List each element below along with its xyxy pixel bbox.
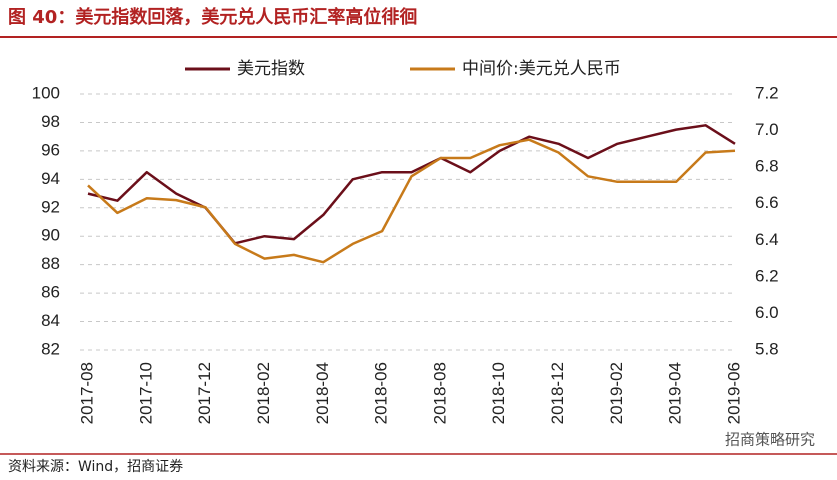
y2-tick-label: 5.8: [755, 339, 779, 358]
watermark: 招商策略研究: [725, 431, 815, 449]
x-tick-label: 2018-12: [548, 362, 567, 424]
y-tick-label: 100: [32, 83, 60, 102]
y2-tick-label: 6.8: [755, 157, 779, 176]
x-tick-label: 2019-02: [607, 362, 626, 424]
y-tick-label: 98: [41, 112, 60, 131]
chart-title: 图 40：美元指数回落，美元兑人民币汇率高位徘徊: [8, 6, 417, 28]
x-tick-label: 2018-08: [430, 362, 449, 424]
y2-tick-label: 6.2: [755, 266, 779, 285]
x-tick-label: 2018-10: [489, 362, 508, 424]
legend-label: 中间价:美元兑人民币: [462, 59, 621, 79]
y-tick-label: 96: [41, 140, 60, 159]
y-tick-label: 84: [41, 311, 60, 330]
y-tick-label: 88: [41, 254, 60, 273]
y2-tick-label: 6.0: [755, 303, 779, 322]
line-series: [87, 138, 736, 264]
y-tick-label: 90: [41, 226, 60, 245]
x-tick-label: 2017-08: [77, 362, 96, 424]
y2-tick-label: 6.4: [755, 230, 779, 249]
y-tick-label: 94: [41, 169, 60, 188]
y-tick-label: 92: [41, 197, 60, 216]
y-tick-label: 82: [41, 339, 60, 358]
x-tick-label: 2019-06: [724, 362, 743, 424]
y2-tick-label: 6.6: [755, 193, 779, 212]
x-tick-label: 2018-02: [254, 362, 273, 424]
y-tick-label: 86: [41, 283, 60, 302]
line-series: [87, 124, 736, 245]
x-tick-label: 2018-04: [313, 362, 332, 424]
x-tick-label: 2018-06: [372, 362, 391, 424]
y2-tick-label: 7.2: [755, 83, 779, 102]
source: 资料来源：Wind，招商证券: [8, 459, 183, 475]
x-tick-label: 2017-12: [195, 362, 214, 424]
legend-label: 美元指数: [237, 59, 305, 79]
x-tick-label: 2017-10: [136, 362, 155, 424]
x-tick-label: 2019-04: [666, 362, 685, 424]
y2-tick-label: 7.0: [755, 120, 779, 139]
